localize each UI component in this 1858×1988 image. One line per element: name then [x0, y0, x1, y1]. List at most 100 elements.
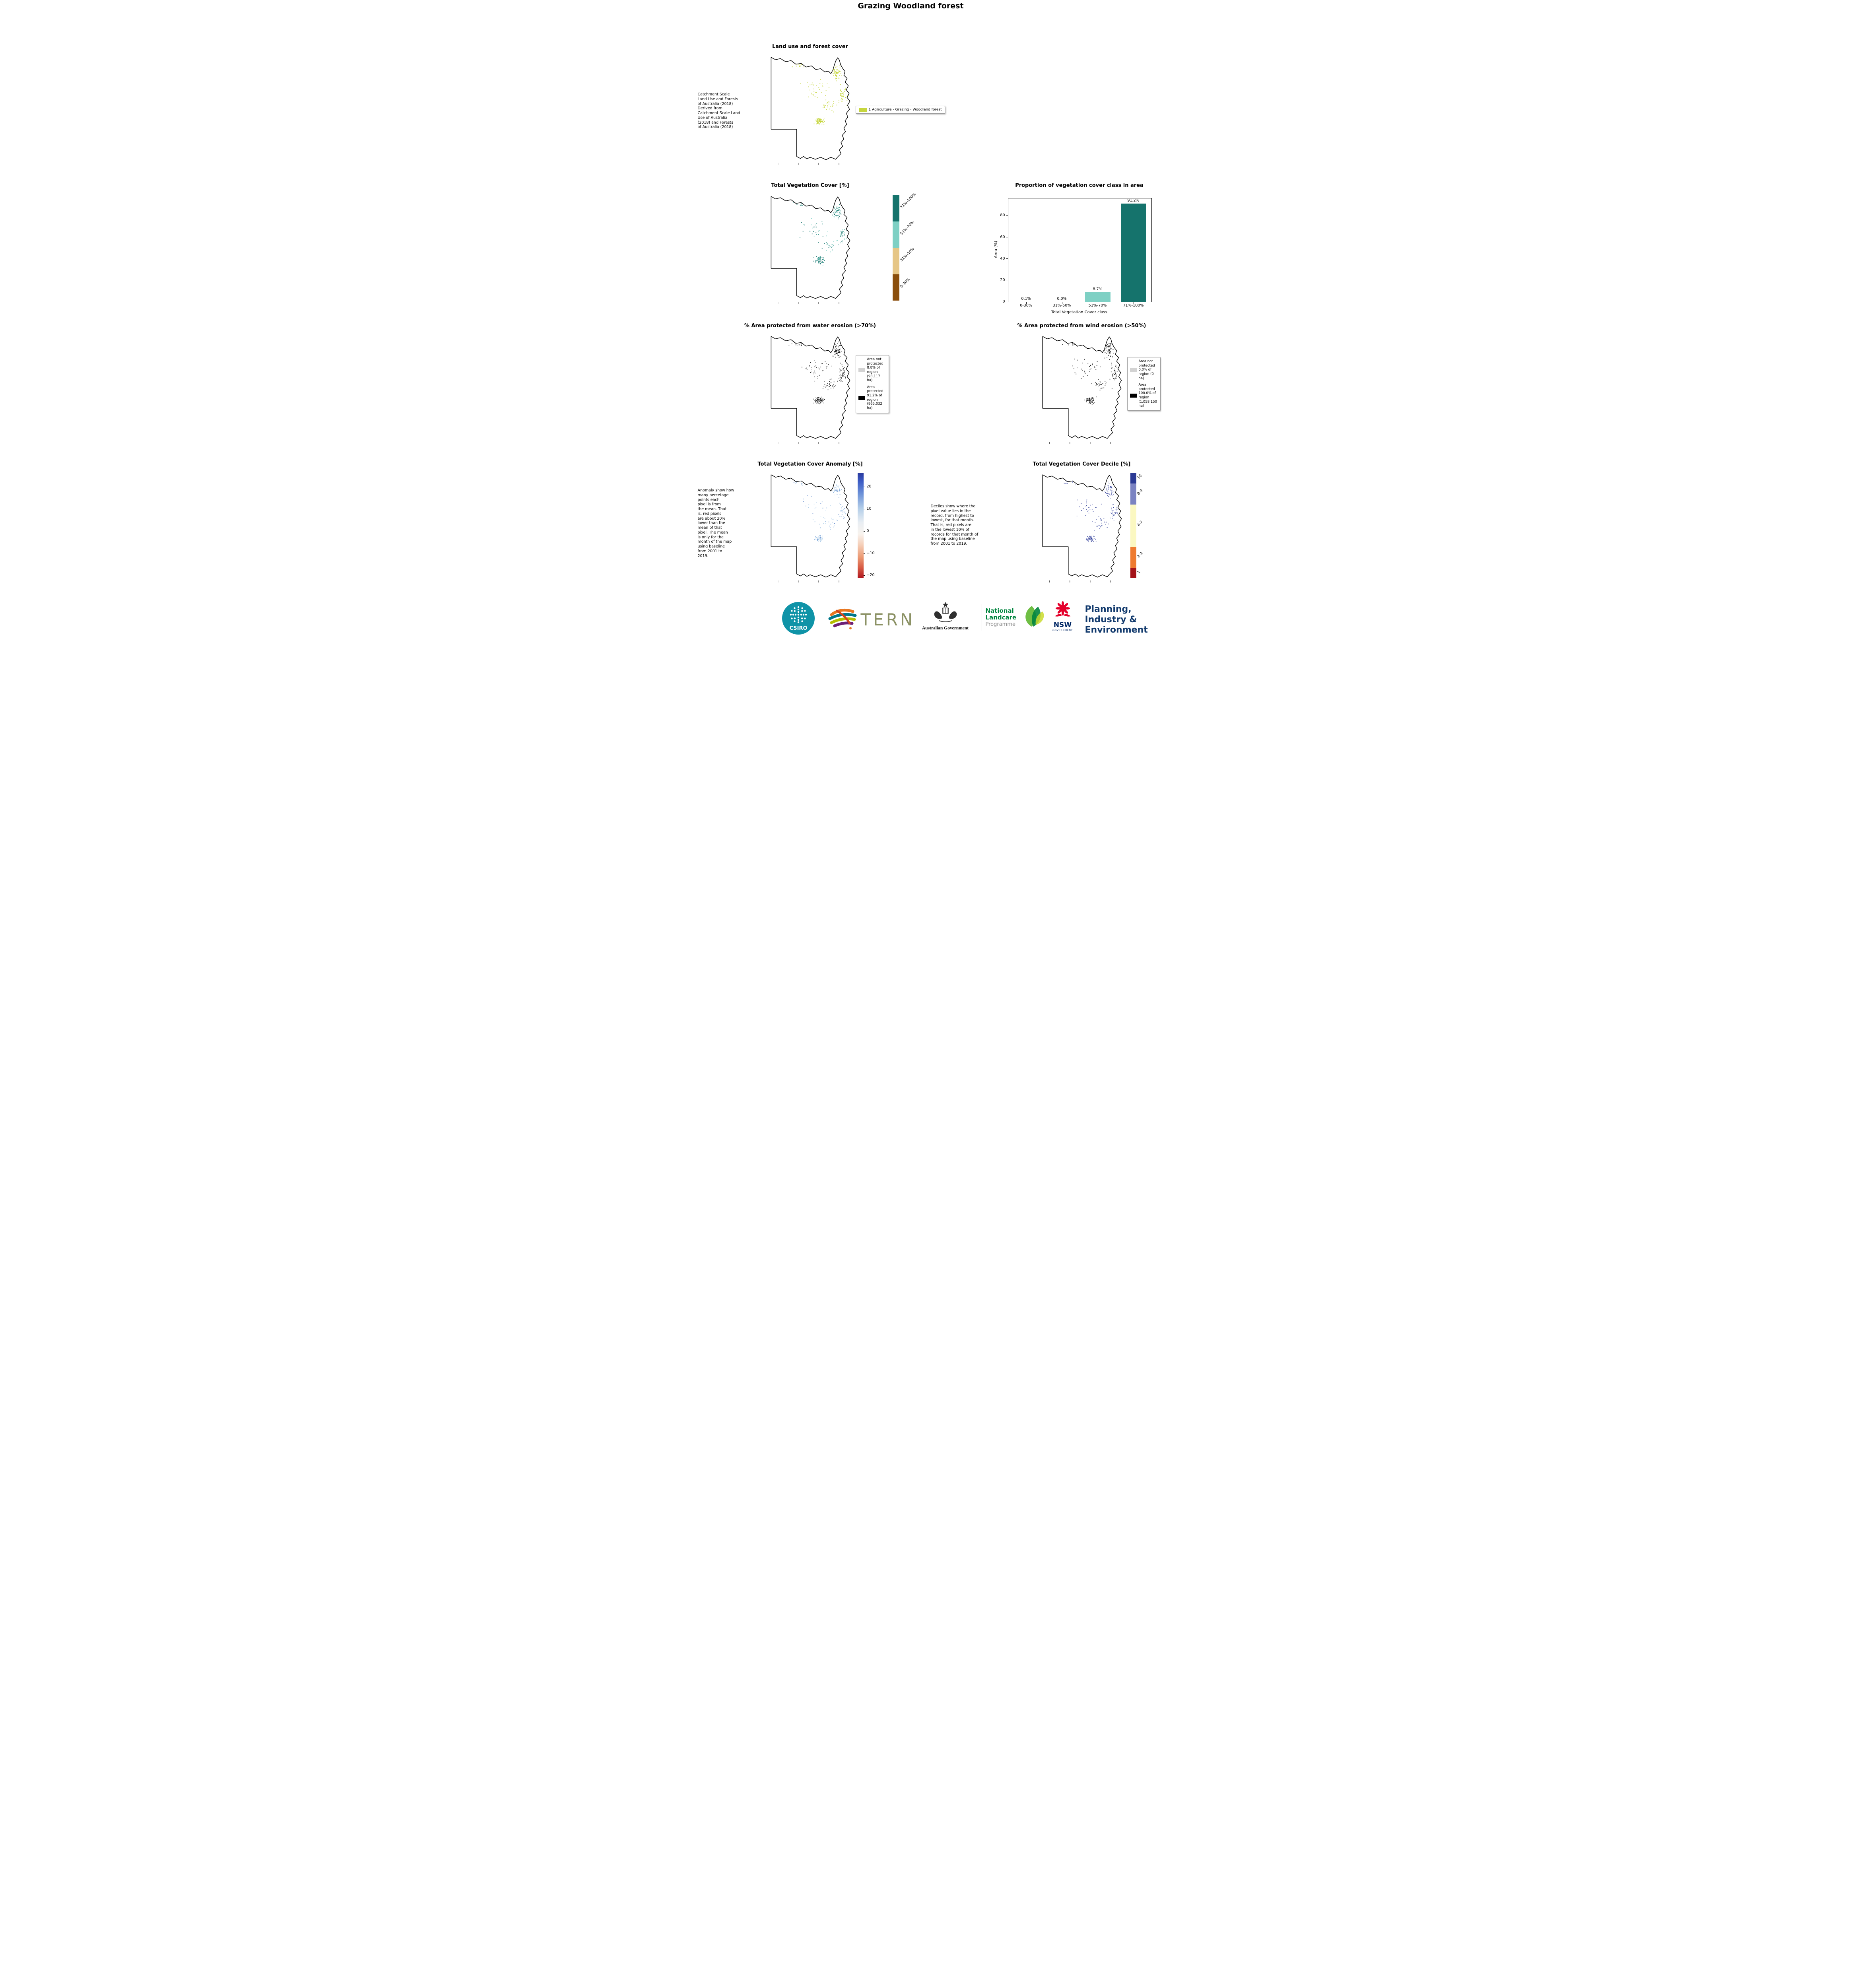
colorbar-tick-label: −10: [866, 551, 875, 555]
anomaly-map: [771, 474, 850, 582]
y-axis-tick-label: 20: [1000, 278, 1005, 282]
colorbar-tick-label: 10: [866, 507, 872, 511]
bar: [1120, 204, 1146, 302]
map-axis-ticks: [777, 302, 839, 304]
dpie-wordmark: Planning, Industry & Environment: [1085, 604, 1148, 635]
landuse-legend-label: 1 Agriculture - Grazing - Woodland fores…: [868, 108, 942, 112]
colorbar-tick-label: 0: [866, 529, 869, 533]
map-axis-ticks: [1049, 580, 1111, 582]
y-axis-tick: [1006, 215, 1008, 216]
y-axis-tick-label: 60: [1000, 235, 1005, 239]
wind-erosion-map: [1042, 336, 1122, 444]
legend-swatch: [858, 396, 865, 400]
nsw-government-wordmark: GOVERNMENT: [1052, 629, 1073, 632]
colorbar-segment: [1130, 473, 1136, 484]
y-axis-tick: [1006, 258, 1008, 259]
veg-cover-panel-title: Total Vegetation Cover [%]: [771, 182, 849, 188]
decile-note: Deciles show where the pixel value lies …: [930, 504, 979, 546]
decile-map: [1042, 474, 1122, 582]
dpie-line-2: Industry &: [1085, 615, 1137, 625]
x-axis-tick-label: 31%-50%: [1052, 303, 1071, 308]
map-dots: [1062, 342, 1119, 405]
colorbar-tick: [863, 553, 865, 554]
y-axis-tick-label: 80: [1000, 213, 1005, 218]
water-erosion-legend: Area not protected 8.8% of region (93,11…: [855, 355, 889, 413]
proportion-bar-chart: 0 20 40 60 80 0.1% 0-30% 0.0% 31%-50% 8.7% 51%-70%…: [1000, 198, 1152, 308]
region-outline: [771, 196, 850, 299]
map-dots: [793, 202, 847, 266]
x-axis-tick-label: 0-30%: [1020, 303, 1032, 308]
colorbar-label: 10: [1136, 474, 1143, 480]
landcare-wordmark: National Landcare Programme: [986, 608, 1017, 628]
region-outline: [771, 57, 850, 160]
x-axis-tick-label: 51%-70%: [1088, 303, 1107, 308]
colorbar-segment: [1130, 483, 1136, 505]
tern-australia-icon: [828, 608, 856, 629]
colorbar-label: 51%-70%: [899, 220, 915, 236]
y-axis-tick-label: 40: [1000, 256, 1005, 261]
report-page: Grazing Woodland forest Land use and for…: [697, 0, 1161, 635]
legend-swatch: [1130, 368, 1137, 372]
veg-cover-map: [771, 196, 850, 304]
map-axis-ticks: [777, 442, 839, 444]
bar: [1085, 292, 1111, 302]
anomaly-panel-title: Total Vegetation Cover Anomaly [%]: [757, 461, 863, 467]
dpie-line-3: Environment: [1085, 625, 1148, 635]
landcare-line-3: Programme: [985, 621, 1016, 627]
legend-label: Area protected 91.2% of region (965,032 …: [867, 385, 883, 410]
water-erosion-panel-title: % Area protected from water erosion (>70…: [744, 323, 876, 329]
colorbar-label: 71%-100%: [899, 192, 917, 210]
anomaly-note: Anomaly show how many percetage points e…: [697, 488, 734, 558]
map-axis-ticks: [1049, 442, 1111, 444]
landcare-line-1: National: [985, 607, 1014, 614]
legend-label: Area not protected 0.0% of region (0 ha): [1138, 359, 1155, 381]
landuse-panel-title: Land use and forest cover: [772, 44, 848, 50]
decile-colorbar: 10 8-9 4-7 2-3 1: [1130, 473, 1144, 578]
colorbar-segment: [892, 221, 899, 248]
veg-cover-colorbar: 71%-100% 51%-70% 31%-50% 0-30%: [892, 192, 917, 301]
y-axis-label: Area (%): [994, 241, 998, 258]
colorbar-label: 2-3: [1136, 551, 1144, 559]
bar-value-label: 91.2%: [1127, 198, 1140, 203]
landcare-leaves-icon: [1025, 606, 1044, 627]
colorbar-segment: [1130, 567, 1136, 578]
map-dots: [788, 342, 846, 404]
tern-wordmark: TERN: [860, 610, 915, 629]
map-dots: [791, 64, 848, 125]
csiro-wordmark: CSIRO: [789, 625, 807, 631]
nsw-waratah-icon: [1054, 601, 1071, 617]
csiro-logo: CSIRO: [782, 602, 815, 635]
x-axis-tick: [1026, 302, 1027, 304]
map-axis-ticks: [777, 580, 839, 582]
australian-government-crest: [934, 602, 957, 622]
y-axis-tick-label: 0: [1002, 299, 1005, 304]
proportion-panel-title: Proportion of vegetation cover class in …: [1015, 182, 1144, 188]
colorbar-tick: [863, 531, 865, 532]
wind-erosion-panel-title: % Area protected from wind erosion (>50%…: [1017, 323, 1146, 329]
map-dots: [793, 480, 846, 542]
region-outline: [771, 474, 850, 578]
legend-swatch: [858, 368, 865, 372]
colorbar-label: 8-9: [1136, 488, 1144, 496]
colorbar-tick-label: −20: [866, 573, 875, 577]
decile-panel-title: Total Vegetation Cover Decile [%]: [1033, 461, 1131, 467]
landuse-map: [771, 57, 850, 165]
bar-value-label: 0.0%: [1057, 297, 1067, 301]
colorbar-segment: [892, 248, 899, 274]
map-axis-ticks: [777, 163, 839, 165]
colorbar-segment: [892, 195, 899, 221]
csiro-dots-pattern: [790, 606, 807, 623]
water-erosion-map: [771, 336, 850, 444]
bar-value-label: 8.7%: [1093, 287, 1103, 292]
page-title: Grazing Woodland forest: [858, 2, 964, 10]
landuse-legend-swatch: [858, 108, 867, 112]
legend-label: Area protected 100.0% of region (1,058,1…: [1138, 383, 1157, 408]
colorbar-tick-label: 20: [866, 484, 872, 489]
colorbar-label: 31%-50%: [899, 247, 915, 263]
dpie-line-1: Planning,: [1085, 604, 1132, 614]
colorbar-tick: [863, 575, 865, 576]
x-axis-label: Total Vegetation Cover class: [1051, 310, 1107, 315]
landuse-note: Catchment Scale Land Use and Forests of …: [697, 92, 740, 130]
legend-swatch: [1130, 394, 1137, 398]
colorbar-label: 4-7: [1136, 520, 1144, 528]
